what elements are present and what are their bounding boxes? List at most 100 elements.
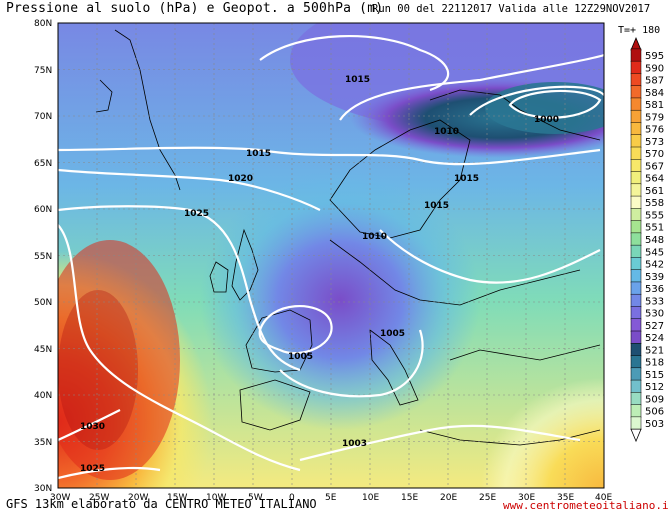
legend-value: 567	[645, 161, 664, 172]
legend-swatch	[630, 208, 642, 222]
latitude-labels: 80N 75N 70N 65N 60N 55N 50N 45N 40N 35N …	[34, 19, 52, 494]
legend-swatch	[630, 343, 642, 357]
legend-value: 581	[645, 100, 664, 111]
legend-swatch	[630, 293, 642, 308]
isobar-label: 1005	[288, 352, 313, 362]
legend-value: 551	[645, 223, 664, 234]
legend-swatch	[630, 48, 642, 62]
lat-label: 55N	[34, 252, 52, 262]
legend-value: 521	[645, 345, 664, 356]
legend-swatch	[630, 171, 642, 185]
lon-label: 15E	[401, 493, 418, 503]
isobars	[58, 34, 604, 480]
legend-swatch	[630, 109, 642, 124]
legend-swatch	[630, 122, 642, 136]
lon-label: 20W	[128, 493, 148, 503]
legend-swatch	[630, 318, 642, 332]
legend-value: 542	[645, 260, 664, 271]
lon-label: 40E	[595, 493, 612, 503]
legend-value: 509	[645, 394, 664, 405]
legend-swatch	[630, 195, 642, 210]
legend-swatch	[630, 355, 642, 369]
isobar-label: 1020	[228, 174, 253, 184]
legend-swatch	[630, 85, 642, 99]
isobar-label: 1030	[80, 422, 105, 432]
isobar-label: 1015	[345, 75, 370, 85]
legend-value: 564	[645, 174, 664, 185]
legend-value: 587	[645, 76, 664, 87]
legend-value: 503	[645, 419, 664, 430]
isobar-labels: 1015 1010 1000 1015 1020 1015 1015 1025 …	[80, 75, 559, 474]
lat-label: 45N	[34, 345, 52, 355]
color-legend: 5955905875845815795765735705675645615585…	[630, 36, 664, 443]
map-field	[58, 23, 604, 488]
legend-swatch	[630, 404, 642, 418]
legend-value: 584	[645, 88, 664, 99]
lat-label: 75N	[34, 66, 52, 76]
lat-label: 65N	[34, 159, 52, 169]
legend-value: 595	[645, 51, 664, 62]
legend-arrow-up	[630, 36, 642, 51]
legend-value: 536	[645, 284, 664, 295]
legend-arrow-down	[630, 428, 642, 443]
graticule	[58, 23, 604, 488]
legend-swatch	[630, 183, 642, 197]
isobar-label: 1015	[424, 201, 449, 211]
legend-value: 573	[645, 137, 664, 148]
lat-label: 35N	[34, 438, 52, 448]
lat-label: 30N	[34, 484, 52, 494]
legend-swatch	[630, 97, 642, 111]
footer-credit: GFS 13km elaborato da CENTRO METEO ITALI…	[6, 497, 317, 511]
lon-label: 20E	[440, 493, 457, 503]
longitude-labels: 30W 25W 20W 15W 10W 5W 0 5E 10E 15E 20E …	[50, 493, 612, 503]
legend-value: 533	[645, 296, 664, 307]
lon-label: 10W	[206, 493, 226, 503]
legend-swatch	[630, 134, 642, 148]
legend-swatch	[630, 244, 642, 259]
legend-value: 512	[645, 382, 664, 393]
map-title: Pressione al suolo (hPa) e Geopot. a 500…	[6, 1, 384, 16]
legend-swatch	[630, 232, 642, 246]
legend-swatch	[630, 330, 642, 345]
isobar-label: 1015	[454, 174, 479, 184]
time-step: T=+ 180	[618, 25, 661, 36]
legend-value: 561	[645, 186, 664, 197]
legend-value: 548	[645, 235, 664, 246]
legend-swatch	[630, 60, 642, 75]
lon-label: 25E	[479, 493, 496, 503]
legend-value: 539	[645, 272, 664, 283]
isobar-label: 1003	[342, 439, 367, 449]
legend-value: 518	[645, 358, 664, 369]
lon-label: 35E	[557, 493, 574, 503]
legend-swatch	[630, 146, 642, 161]
lat-label: 60N	[34, 205, 52, 215]
legend-value: 530	[645, 309, 664, 320]
lon-label: 30W	[50, 493, 70, 503]
isobar-label: 1000	[534, 115, 559, 125]
legend-value: 506	[645, 407, 664, 418]
legend-swatch	[630, 220, 642, 234]
legend-value: 570	[645, 149, 664, 160]
legend-swatch	[630, 269, 642, 283]
legend-value: 558	[645, 198, 664, 209]
run-info: Run 00 del 22112017 Valida alle 12Z29NOV…	[372, 3, 651, 15]
legend-swatch	[630, 306, 642, 320]
map-frame	[57, 22, 605, 489]
legend-value: 590	[645, 63, 664, 74]
lon-label: 15W	[167, 493, 187, 503]
legend-value: 515	[645, 370, 664, 381]
footer-website: www.centrometeoitaliano.it	[503, 499, 668, 512]
lat-label: 70N	[34, 112, 52, 122]
isobar-label: 1025	[80, 464, 105, 474]
isobar-label: 1005	[380, 329, 405, 339]
isobar-label: 1025	[184, 209, 209, 219]
legend-swatch	[630, 416, 642, 430]
legend-swatch	[630, 159, 642, 173]
lon-label: 25W	[89, 493, 109, 503]
legend-value: 524	[645, 333, 664, 344]
isobar-label: 1010	[362, 232, 387, 242]
lat-label: 50N	[34, 298, 52, 308]
isobar-label: 1010	[434, 127, 459, 137]
lon-label: 5E	[325, 493, 337, 503]
legend-swatch	[630, 73, 642, 87]
